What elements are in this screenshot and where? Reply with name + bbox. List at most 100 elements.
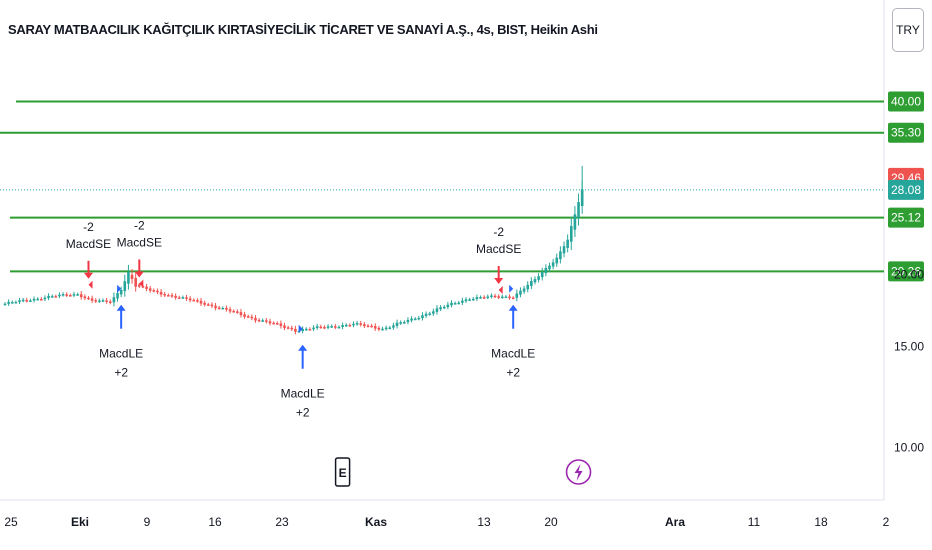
strategy-signals: -2 MacdSE MacdLE +2 -2 MacdSE MacdLE +2 -2 MacdSE… [66, 218, 535, 419]
candle-body [580, 189, 584, 207]
candle-body [87, 297, 90, 300]
candle-body [286, 327, 290, 329]
candle-body [268, 321, 272, 324]
candle-body [544, 267, 548, 274]
candle-body [373, 326, 377, 329]
candle-body [236, 311, 239, 313]
long-entry-signal: MacdLE +2 [281, 324, 325, 420]
long-entry-signal: MacdLE +2 [99, 284, 143, 380]
candle-body [450, 302, 453, 306]
candle-body [90, 298, 94, 301]
candle-body [428, 313, 432, 315]
level-price-tag [888, 261, 924, 282]
candle-body [145, 286, 148, 289]
lightning-icon [574, 464, 583, 481]
candle-body [399, 322, 402, 324]
candle-body [112, 297, 116, 303]
short-entry-signal: -2 MacdSE [117, 218, 162, 288]
candle-body [504, 296, 508, 299]
time-tick-label: 9 [144, 515, 151, 529]
candle-body [370, 325, 373, 328]
candle-body [239, 312, 243, 316]
last-price-tag [888, 179, 924, 200]
candle-body [32, 298, 36, 301]
candle-body [108, 301, 112, 303]
candle-body [98, 300, 101, 303]
candle-body [490, 295, 493, 297]
candle-body [330, 326, 333, 328]
candle-body [7, 301, 10, 304]
candle-body [337, 326, 341, 329]
candle-body [43, 297, 47, 300]
candle-body [14, 301, 18, 304]
candle-body [522, 288, 526, 292]
signal-name-label: MacdSE [117, 235, 162, 249]
candle-body [138, 284, 141, 287]
price-tick-label: 15.00 [894, 339, 924, 353]
candle-body [275, 323, 279, 325]
candle-body [203, 302, 206, 305]
candle-body [65, 294, 69, 296]
candle-body [101, 300, 105, 302]
currency-button[interactable]: TRY [892, 8, 924, 52]
candle-body [217, 307, 221, 310]
candle-body [435, 308, 439, 312]
candle-body [134, 277, 137, 287]
candle-body [482, 297, 486, 299]
candle-body [199, 300, 203, 304]
candle-body [21, 299, 25, 302]
candle-body [174, 295, 177, 298]
time-tick-label: Ara [665, 515, 685, 529]
sell-marker [88, 280, 93, 289]
candle-body [479, 297, 482, 299]
candle-body [377, 327, 381, 330]
candle-body [355, 323, 359, 325]
candle-body [123, 281, 127, 292]
candle-body [559, 251, 562, 260]
candle-body [18, 300, 21, 303]
candle-body [453, 303, 457, 305]
candle-body [304, 328, 308, 331]
candle-body [471, 298, 475, 301]
candle-body [497, 296, 500, 298]
time-axis[interactable]: 25 Eki 9 16 23 Kas 13 20 Ara 11 18 2 [4, 515, 889, 529]
sell-arrow-head [83, 272, 93, 279]
candle-body [94, 300, 98, 302]
signal-qty-label: +2 [296, 406, 310, 420]
price-axis[interactable]: 40.0035.3025.1220.2610.0015.0020.0029.46… [888, 91, 924, 455]
candle-body [508, 296, 511, 299]
candle-body [50, 296, 54, 298]
candle-body [519, 290, 522, 295]
candle-body [384, 327, 388, 330]
earnings-event-icon: E [334, 457, 351, 487]
candle-body [381, 328, 384, 331]
earnings-symbol: E [339, 466, 347, 480]
candle-body [10, 302, 14, 304]
candle-body [442, 306, 446, 309]
candle-body [439, 307, 442, 310]
signal-name-label: MacdSE [476, 242, 521, 256]
buy-arrow-head [298, 344, 308, 351]
candle-body [69, 295, 72, 297]
level-price-label: 20.26 [891, 264, 921, 278]
candle-body [105, 300, 108, 302]
buy-marker [117, 284, 122, 293]
candle-body [185, 297, 188, 299]
short-entry-signal: -2 MacdSE [66, 220, 111, 289]
sell-marker [139, 279, 144, 288]
buy-marker [298, 324, 303, 333]
candle-body [486, 296, 490, 299]
candle-body [246, 316, 250, 318]
signal-qty-label: -2 [83, 220, 94, 234]
time-tick-label: 18 [814, 515, 828, 529]
candle-body [152, 290, 156, 292]
candle-body [265, 320, 268, 322]
candle-body [214, 305, 217, 309]
candle-body [196, 300, 199, 302]
candle-body [388, 327, 392, 330]
time-tick-label: 23 [275, 515, 289, 529]
signal-qty-label: -2 [134, 218, 145, 232]
candle-body [403, 321, 406, 324]
chart-events: E [334, 457, 592, 487]
